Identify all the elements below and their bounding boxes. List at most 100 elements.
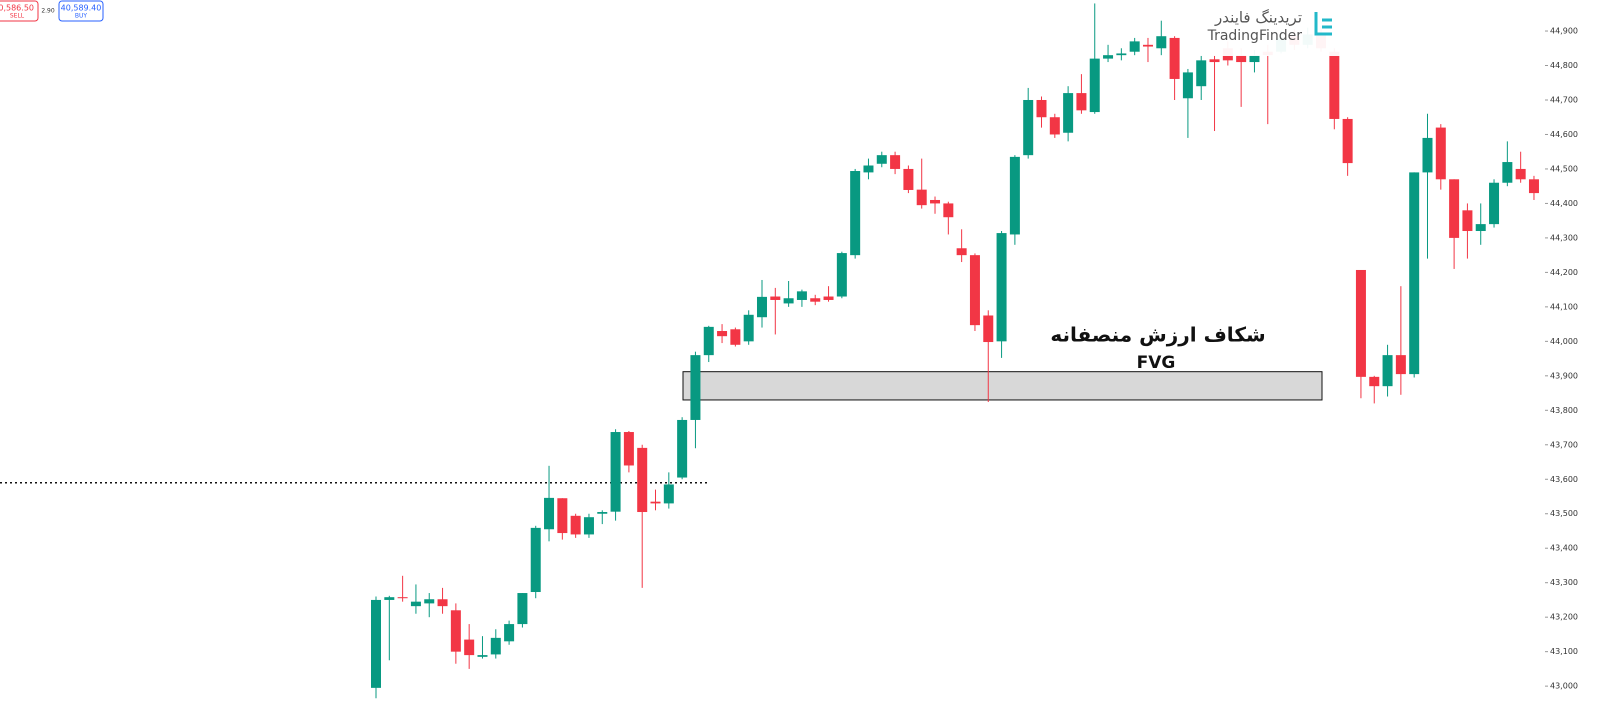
- y-tick-label: 44,600: [1550, 130, 1578, 139]
- candle-body: [1129, 41, 1140, 52]
- candle-body: [783, 298, 794, 304]
- candle-body: [650, 501, 661, 504]
- logo-background: [1192, 0, 1377, 56]
- candle-body: [1156, 36, 1167, 49]
- candle-body: [517, 593, 528, 625]
- y-tick-label: 43,300: [1550, 578, 1578, 587]
- candle-body: [371, 599, 381, 688]
- y-tick-label: 43,400: [1550, 544, 1578, 553]
- logo-title-en: TradingFinder: [1207, 28, 1303, 44]
- candle-body: [1422, 137, 1433, 173]
- candle-body: [983, 315, 994, 343]
- candle-body: [637, 447, 648, 513]
- candle-body: [756, 296, 767, 318]
- candle-body: [890, 155, 901, 169]
- buy-label: BUY: [75, 13, 88, 20]
- candle-body: [530, 527, 541, 593]
- candle-body: [1049, 117, 1060, 135]
- candle-body: [570, 515, 581, 535]
- candle-body: [1116, 53, 1127, 56]
- candle-body: [557, 498, 568, 534]
- plot: 43,000 43,100 43,200 43,300 43,400 43,500 43,6…: [0, 3, 1578, 699]
- candle-body: [1382, 355, 1393, 387]
- candle-body: [1182, 72, 1193, 99]
- candle-body: [916, 189, 927, 206]
- candle-body: [1196, 60, 1207, 87]
- y-tick-label: 43,000: [1550, 682, 1578, 691]
- candle-body: [610, 432, 621, 512]
- candle-body: [850, 171, 861, 256]
- candle-body: [1462, 210, 1473, 232]
- candle-body: [437, 599, 448, 607]
- y-tick-label: 44,800: [1550, 61, 1578, 70]
- candle-body: [1142, 44, 1153, 47]
- candle-body: [424, 599, 435, 604]
- candle-body: [770, 296, 781, 300]
- candle-body: [1236, 55, 1247, 63]
- candle-body: [544, 497, 555, 530]
- sell-button[interactable]: [0, 0, 39, 22]
- candle-body: [504, 624, 515, 642]
- y-tick-label: 43,500: [1550, 509, 1578, 518]
- candle-body: [956, 248, 967, 256]
- candle-body: [810, 298, 821, 302]
- buy-button[interactable]: [58, 0, 104, 22]
- candle-body: [1342, 118, 1353, 164]
- candle-body: [1502, 162, 1513, 183]
- candle-body: [823, 296, 834, 300]
- logo-icon: [1314, 12, 1332, 36]
- spread: 2.90: [41, 8, 55, 15]
- candle-body: [1449, 179, 1460, 238]
- candle-body: [943, 203, 954, 218]
- candle-body: [1169, 37, 1180, 79]
- candle-body: [690, 355, 701, 420]
- candle-body: [583, 517, 594, 535]
- candle-body: [1089, 58, 1100, 113]
- candle-body: [796, 291, 807, 300]
- sell-label: SELL: [10, 13, 25, 20]
- candle-body: [1209, 59, 1220, 63]
- fvg-zone: [682, 371, 1323, 401]
- candle-body: [597, 512, 608, 514]
- y-tick-label: 43,900: [1550, 371, 1578, 380]
- candle-body: [1355, 269, 1366, 377]
- y-tick-label: 43,100: [1550, 647, 1578, 656]
- candle-body: [1076, 93, 1087, 111]
- candle-body: [623, 432, 634, 466]
- buy-price: 40,589.40: [61, 4, 102, 13]
- sell-price: 40,586.50: [0, 4, 34, 13]
- y-tick-label: 44,100: [1550, 302, 1578, 311]
- candle-body: [836, 253, 847, 297]
- y-tick-label: 43,200: [1550, 613, 1578, 622]
- candle-body: [1515, 168, 1526, 180]
- candle-body: [1103, 55, 1114, 59]
- candle-body: [1435, 127, 1446, 180]
- candle-body: [1023, 99, 1034, 156]
- candle-body: [1036, 99, 1047, 118]
- candle-body: [1475, 224, 1486, 232]
- candle-body: [1009, 156, 1020, 235]
- y-tick-label: 44,900: [1550, 27, 1578, 36]
- candle-body: [663, 484, 674, 504]
- y-tick-label: 44,500: [1550, 164, 1578, 173]
- y-tick-label: 43,600: [1550, 475, 1578, 484]
- y-tick-label: 44,400: [1550, 199, 1578, 208]
- candle-body: [397, 597, 408, 599]
- candle-body: [1395, 355, 1406, 375]
- y-tick-label: 43,800: [1550, 406, 1578, 415]
- candle-body: [450, 610, 461, 652]
- candle-body: [410, 601, 421, 607]
- logo: تریدینگ فایندر TradingFinder: [1192, 0, 1377, 56]
- candle-body: [490, 637, 501, 655]
- candle-body: [477, 655, 488, 657]
- candle-body: [1063, 93, 1074, 133]
- candle-body: [464, 639, 475, 656]
- candle-body: [1329, 51, 1340, 119]
- trade-widget[interactable]: 40,586.50 SELL 2.90 40,589.40 BUY: [0, 0, 104, 22]
- candle-body: [717, 331, 728, 337]
- candle-body: [1409, 172, 1420, 375]
- candle-body: [677, 419, 688, 478]
- y-tick-label: 44,700: [1550, 95, 1578, 104]
